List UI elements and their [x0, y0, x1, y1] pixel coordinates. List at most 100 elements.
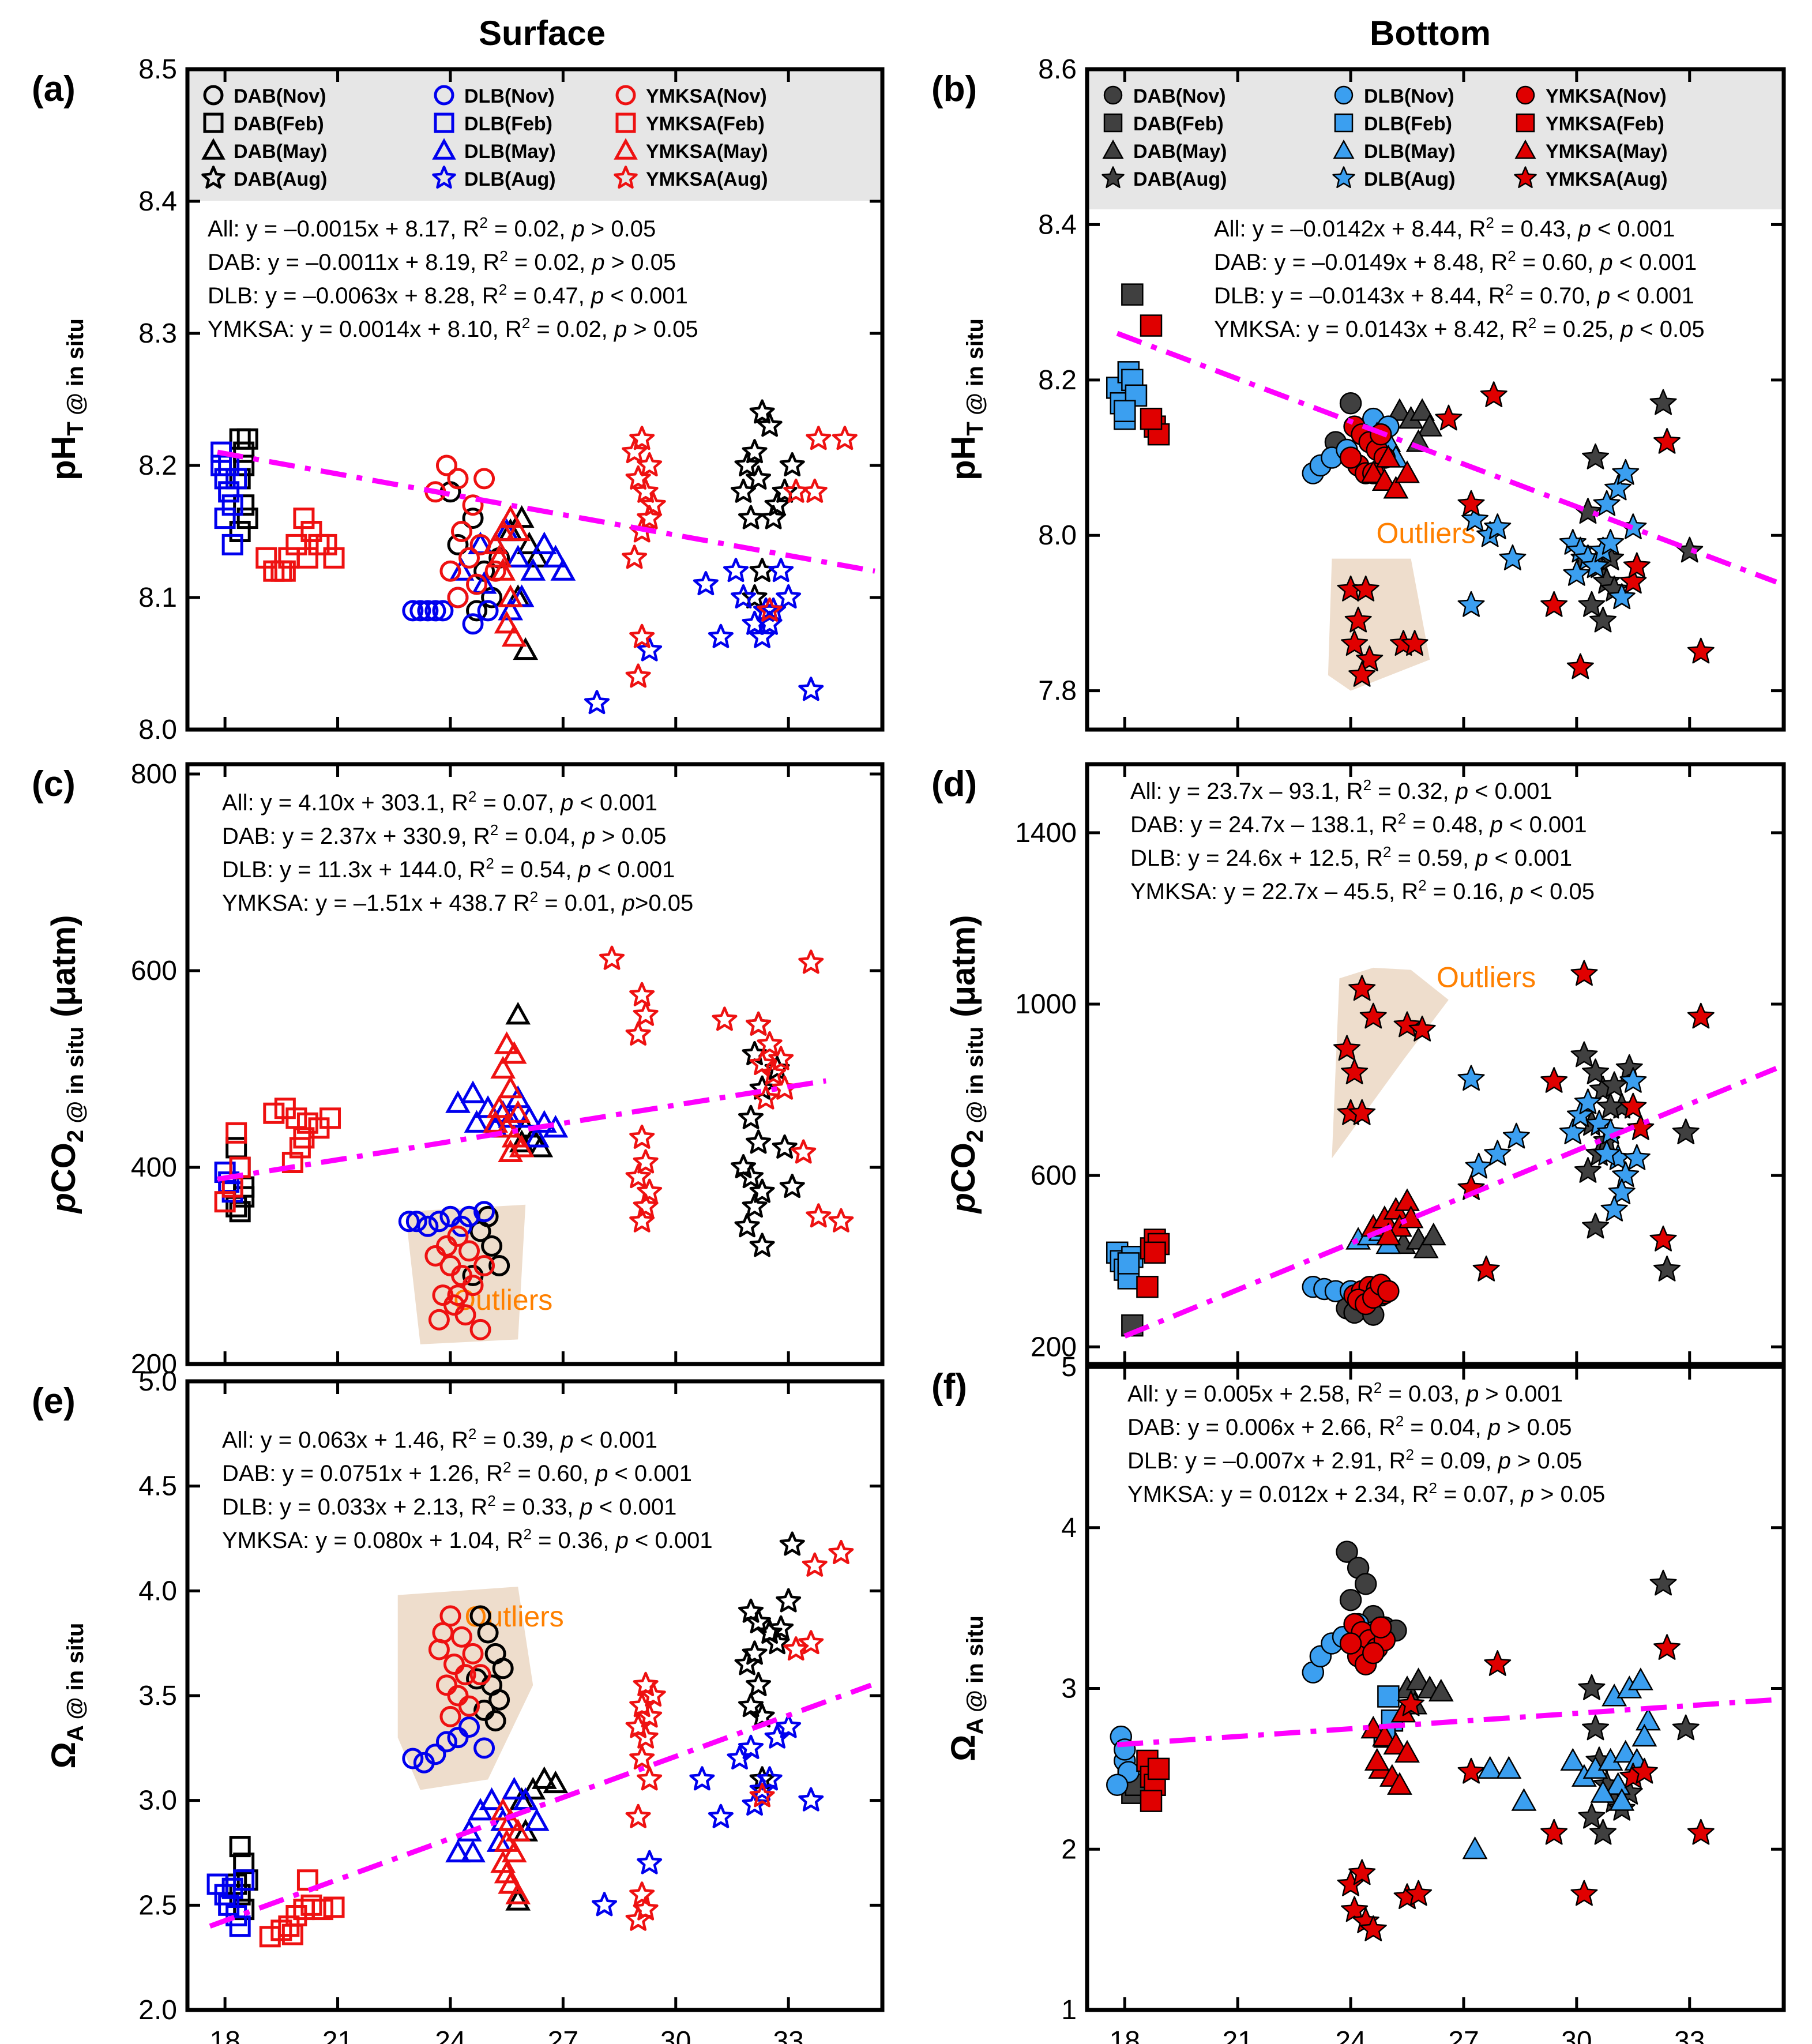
y-tick-label: 800	[131, 759, 177, 790]
point-ymksa-aug	[1405, 1880, 1433, 1906]
point-dlb-nov	[398, 1211, 420, 1233]
point-ymksa-may	[486, 1095, 512, 1118]
legend-marker-dlb-may	[1333, 139, 1355, 159]
y-tick-label: 8.6	[1038, 54, 1077, 85]
regression-equation: DLB: y = –0.007x + 2.91, R2 = 0.09, p > …	[1127, 1446, 1582, 1474]
point-ymksa-feb	[259, 1926, 281, 1948]
plot-frame	[185, 67, 885, 732]
regression-equation: YMKSA: y = 0.012x + 2.34, R2 = 0.07, p >…	[1127, 1479, 1605, 1507]
point-ymksa-nov	[1377, 1280, 1400, 1302]
fit-line	[1123, 1066, 1777, 1339]
legend-label: DLB(Feb)	[464, 113, 552, 135]
point-dlb-aug	[1619, 1067, 1647, 1093]
point-ymksa-aug	[633, 478, 659, 503]
point-ymksa-aug	[1393, 1011, 1421, 1038]
legend-label: DLB(Nov)	[464, 85, 555, 107]
x-tick-label: 33	[773, 2026, 803, 2044]
point-ymksa-aug	[637, 452, 663, 477]
point-dab-nov	[1354, 1573, 1377, 1595]
legend-label: YMKSA(Nov)	[646, 85, 767, 107]
legend-marker-ymksa-aug	[1514, 166, 1537, 189]
panel-label: (b)	[931, 69, 977, 109]
y-tick-label: 2.0	[138, 1995, 177, 2026]
point-dlb-aug	[1499, 544, 1527, 570]
fit-line	[217, 449, 875, 574]
legend-marker-ymksa-aug	[614, 166, 638, 189]
point-dab-nov	[477, 1622, 499, 1644]
legend-label: YMKSA(Feb)	[1546, 113, 1664, 135]
y-tick-label: 8.2	[1038, 365, 1077, 396]
point-dlb-aug	[1563, 559, 1591, 586]
point-dlb-may	[543, 544, 569, 568]
legend-label: YMKSA(Feb)	[646, 113, 765, 135]
point-dlb-aug	[723, 558, 749, 583]
point-ymksa-feb	[315, 533, 337, 555]
point-dlb-aug	[689, 1766, 715, 1791]
point-dab-nov	[492, 1658, 514, 1679]
regression-equation: DLB: y = –0.0063x + 8.28, R2 = 0.47, p <…	[208, 281, 688, 309]
point-ymksa-feb	[296, 1869, 318, 1891]
point-dab-aug	[1578, 591, 1606, 617]
point-dab-nov	[1339, 1588, 1362, 1611]
point-dab-nov	[462, 508, 484, 529]
panel-label: (e)	[32, 1381, 76, 1421]
y-tick-label: 7.8	[1038, 676, 1077, 707]
point-ymksa-may	[498, 584, 524, 607]
y-tick-label: 8.4	[1038, 209, 1077, 240]
legend-label: DLB(Feb)	[1364, 113, 1452, 135]
point-ymksa-aug	[637, 1703, 663, 1728]
point-ymksa-aug	[1457, 1757, 1485, 1784]
point-dab-aug	[746, 1671, 772, 1696]
legend-label: DAB(May)	[1133, 141, 1227, 163]
point-ymksa-feb	[293, 508, 315, 529]
point-ymksa-aug	[1348, 1859, 1376, 1885]
point-ymksa-aug	[633, 1724, 659, 1749]
point-ymksa-may	[490, 518, 516, 542]
point-ymksa-nov	[462, 1275, 484, 1297]
outlier-label: Outliers	[1437, 961, 1536, 993]
point-ymksa-nov	[435, 1674, 457, 1696]
legend-marker-ymksa-may	[1514, 139, 1536, 159]
y-axis-label: ΩA @ in situ	[945, 1615, 988, 1761]
point-ymksa-aug	[637, 1178, 663, 1203]
point-ymksa-may	[494, 611, 520, 634]
point-ymksa-feb	[323, 547, 345, 569]
point-dlb-aug	[1608, 583, 1636, 610]
y-tick-label: 8.0	[1038, 520, 1077, 551]
point-dlb-aug	[749, 623, 775, 648]
point-dlb-may	[471, 571, 497, 594]
column-title-surface: Surface	[479, 14, 606, 52]
x-tick-label: 24	[1335, 2026, 1366, 2044]
point-ymksa-nov	[447, 1284, 469, 1306]
point-ymksa-aug	[629, 623, 655, 648]
point-dlb-may	[520, 558, 546, 581]
point-ymksa-may	[509, 1134, 535, 1158]
point-ymksa-nov	[458, 547, 480, 569]
point-dab-feb	[233, 1853, 255, 1874]
point-ymksa-feb	[296, 547, 318, 569]
point-dlb-feb	[233, 1869, 255, 1891]
outlier-label: Outliers	[453, 1284, 552, 1316]
outlier-label: Outliers	[1377, 517, 1476, 550]
point-ymksa-nov	[458, 1240, 480, 1262]
point-dab-may	[1409, 398, 1435, 421]
regression-equation: All: y = 23.7x – 93.1, R2 = 0.32, p < 0.…	[1130, 776, 1552, 804]
point-dlb-may	[1560, 1748, 1586, 1771]
point-dlb-nov	[405, 1211, 427, 1233]
point-ymksa-nov	[1339, 1632, 1362, 1655]
point-ymksa-feb	[319, 1107, 341, 1129]
point-ymksa-aug	[1333, 1035, 1361, 1061]
legend-marker-dab-nov	[1103, 85, 1123, 105]
point-dlb-nov	[402, 600, 424, 622]
point-dab-nov	[466, 1668, 488, 1690]
point-dab-aug	[738, 1104, 764, 1129]
point-dab-aug	[764, 1630, 790, 1655]
point-ymksa-nov	[447, 468, 469, 490]
point-dab-aug	[749, 1233, 775, 1257]
point-dab-aug	[1653, 1255, 1681, 1282]
point-dab-feb	[233, 441, 255, 463]
point-dlb-nov	[417, 600, 439, 622]
point-dab-aug	[1582, 443, 1610, 469]
point-ymksa-aug	[1344, 606, 1372, 633]
point-dlb-may	[1605, 1772, 1631, 1795]
